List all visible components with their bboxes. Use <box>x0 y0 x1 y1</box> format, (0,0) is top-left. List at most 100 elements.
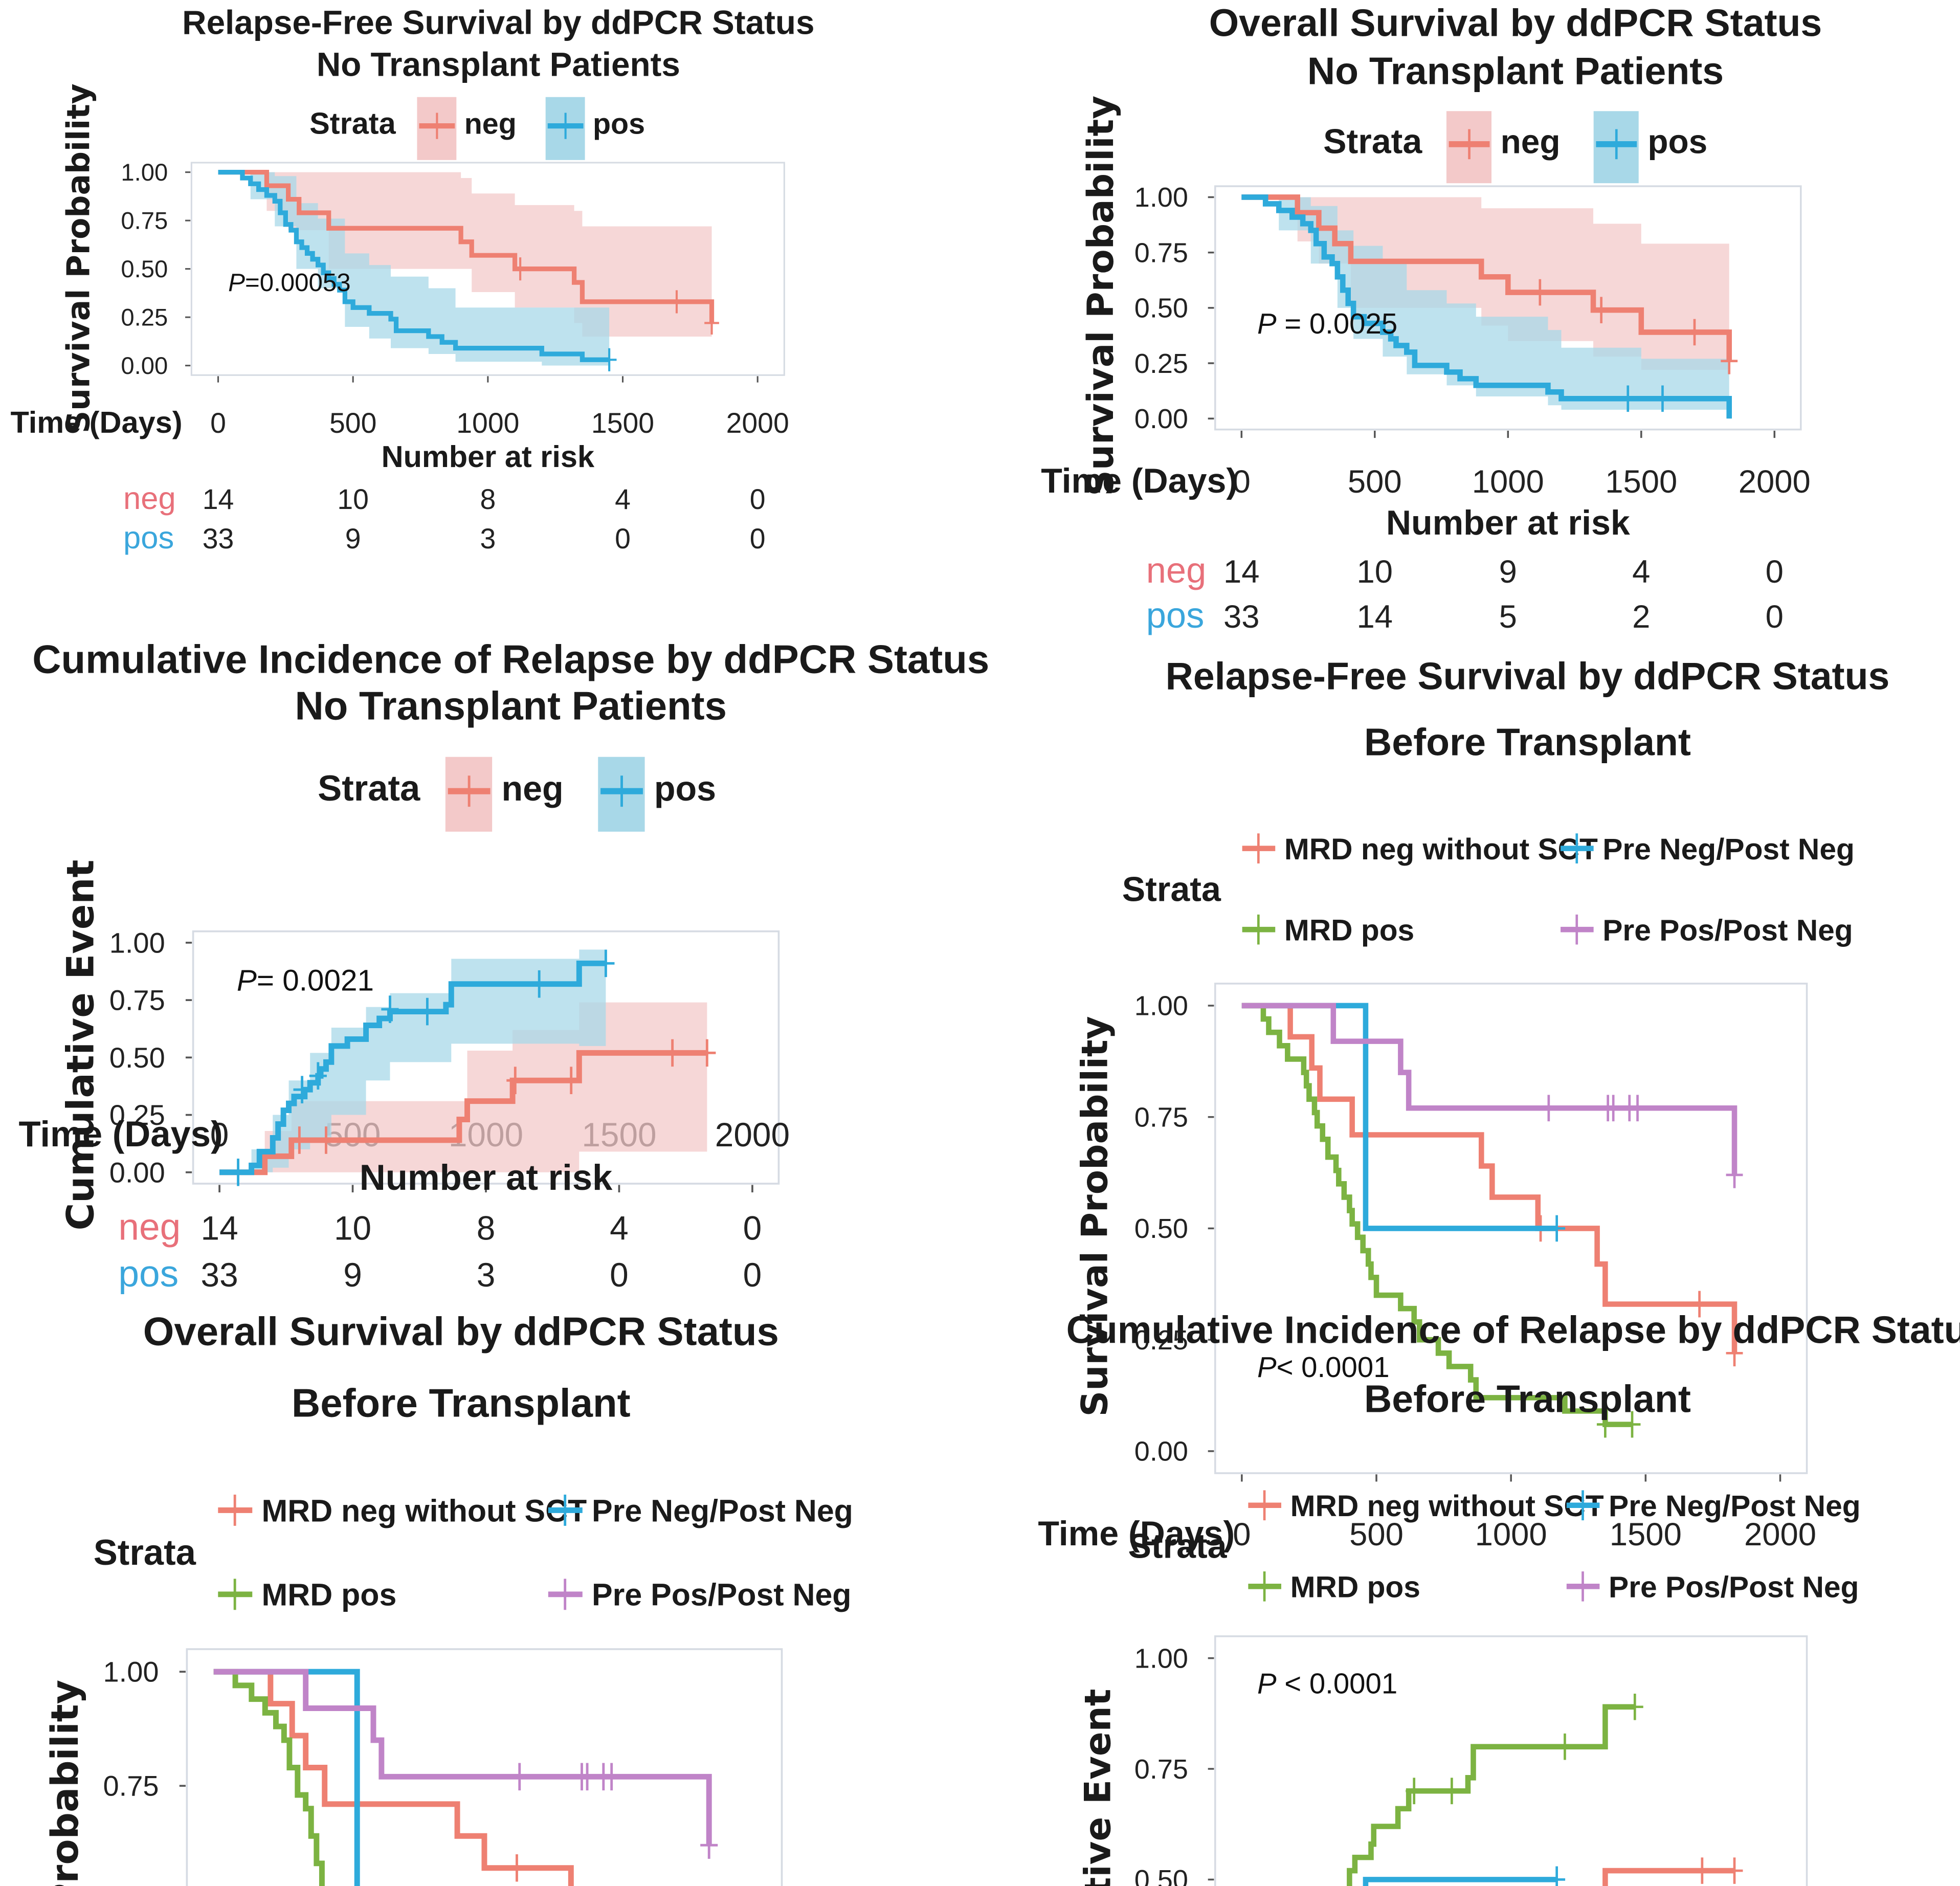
panel-os-before-transplant: Overall Survival by ddPCR Status Before T… <box>0 1289 972 1886</box>
risk-count: 0 <box>615 523 631 554</box>
x-tick-label: 1500 <box>591 407 654 439</box>
y-tick-label: 0.00 <box>1134 404 1188 434</box>
y-tick-label: 1.00 <box>109 926 165 959</box>
y-tick-label: 0.50 <box>109 1041 165 1074</box>
risk-count: 10 <box>334 1209 371 1247</box>
legend-title: Strata <box>1128 1527 1228 1566</box>
series-line-mrd-pos <box>213 1669 325 1886</box>
p-value-number: = 0.0021 <box>257 964 374 997</box>
chart-root: Cumulative Incidence of Relapse by ddPCR… <box>1066 1308 1960 1886</box>
y-tick-label: 0.50 <box>1134 1865 1188 1886</box>
risk-count: 3 <box>477 1256 496 1294</box>
y-tick-label: 0.50 <box>1134 293 1188 324</box>
risk-count: 0 <box>1766 599 1784 635</box>
risk-count: 9 <box>345 523 361 554</box>
series-line-pre-neg-post-neg <box>1363 1877 1557 1886</box>
chart-root: Cumulative Incidence of Relapse by ddPCR… <box>19 636 990 1295</box>
p-value-number: < 0.0001 <box>1277 1351 1390 1383</box>
x-tick-label: 2000 <box>1744 1517 1816 1552</box>
p-value: P< 0.0001 <box>1257 1351 1390 1383</box>
chart-root: Overall Survival by ddPCR Status Before T… <box>43 1309 853 1886</box>
chart-title-line: Before Transplant <box>1364 1378 1691 1421</box>
chart-rfs-before-transplant: Relapse-Free Survival by ddPCR Status Bef… <box>1038 654 1889 1552</box>
chart-rfs-no-transplant: Relapse-Free Survival by ddPCR Status No … <box>11 4 815 556</box>
chart-title-line: Cumulative Incidence of Relapse by ddPCR… <box>32 636 989 681</box>
series-line-neg <box>218 170 715 323</box>
x-tick-label: 500 <box>1349 1517 1404 1552</box>
p-value: P= 0.0021 <box>237 964 374 997</box>
series-line-mrd-pos <box>1241 1003 1633 1427</box>
risk-count: 4 <box>610 1209 629 1247</box>
x-tick-label: 500 <box>329 407 376 439</box>
p-value: P = 0.0025 <box>1257 307 1397 340</box>
chart-title-line: Before Transplant <box>1364 721 1691 764</box>
risk-count: 3 <box>480 523 496 554</box>
panel-cir-no-transplant: Cumulative Incidence of Relapse by ddPCR… <box>0 629 990 1295</box>
legend-label: MRD neg without SCT <box>262 1493 587 1528</box>
legend-label: MRD neg without SCT <box>1284 833 1598 866</box>
y-tick-label: 1.00 <box>103 1656 159 1688</box>
legend-label-pos: pos <box>654 769 716 808</box>
chart-title-line: Relapse-Free Survival by ddPCR Status <box>1166 654 1890 697</box>
risk-table-title: Number at risk <box>1386 503 1630 542</box>
chart-cir-before-transplant: Cumulative Incidence of Relapse by ddPCR… <box>1066 1308 1960 1886</box>
chart-root: Relapse-Free Survival by ddPCR Status No … <box>11 4 815 556</box>
risk-count: 33 <box>1223 599 1260 635</box>
chart-title-line: Cumulative Incidence of Relapse by ddPCR… <box>1066 1308 1960 1351</box>
chart-title-line: Overall Survival by ddPCR Status <box>1209 1 1822 44</box>
legend-label: MRD neg without SCT <box>1290 1490 1604 1523</box>
risk-count: 5 <box>1499 599 1517 635</box>
risk-count: 0 <box>750 523 766 554</box>
x-tick-label: 0 <box>1233 464 1251 500</box>
risk-row-label-neg: neg <box>1146 550 1207 590</box>
y-tick-label: 0.50 <box>121 255 168 282</box>
chart-cir-no-transplant: Cumulative Incidence of Relapse by ddPCR… <box>19 636 990 1295</box>
plot-frame <box>1214 1635 1808 1886</box>
y-tick-label: 1.00 <box>1134 991 1188 1022</box>
legend-label: Pre Neg/Post Neg <box>1609 1490 1861 1523</box>
series-line-mrd-neg-without-sct <box>213 1669 574 1886</box>
risk-count: 14 <box>1223 554 1260 590</box>
x-tick-label: 1000 <box>1475 1517 1547 1552</box>
chart-title-line: Overall Survival by ddPCR Status <box>143 1309 779 1354</box>
risk-count: 0 <box>743 1256 762 1294</box>
y-tick-label: 1.00 <box>121 159 168 186</box>
x-tick-label: 2000 <box>715 1116 790 1153</box>
legend-title: Strata <box>318 768 420 808</box>
x-tick-label: 1500 <box>1605 464 1677 500</box>
risk-count: 0 <box>1766 554 1784 590</box>
p-value-symbol: P <box>228 269 245 297</box>
risk-row-label-neg: neg <box>123 481 176 516</box>
y-tick-label: 0.00 <box>109 1156 165 1188</box>
risk-count: 10 <box>337 483 369 515</box>
legend-label: Pre Pos/Post Neg <box>1609 1570 1859 1604</box>
risk-count: 4 <box>615 483 631 515</box>
y-tick-label: 0.00 <box>121 352 168 379</box>
y-tick-label: 0.75 <box>1134 1102 1188 1133</box>
chart-title-line: Relapse-Free Survival by ddPCR Status <box>182 4 814 41</box>
legend-title: Strata <box>1323 122 1422 161</box>
legend-label: MRD pos <box>1290 1570 1420 1604</box>
p-value-symbol: P <box>1257 1351 1277 1383</box>
confidence-band-pos <box>218 172 610 366</box>
x-tick-label: 1500 <box>1610 1517 1682 1552</box>
risk-count: 9 <box>343 1256 362 1294</box>
series-line-mrd-neg-without-sct <box>1241 1003 1738 1354</box>
legend-title: Strata <box>309 106 396 141</box>
y-axis-title: Survival Probability <box>60 83 97 433</box>
chart-root: Relapse-Free Survival by ddPCR Status Bef… <box>1038 654 1889 1552</box>
y-tick-label: 0.75 <box>121 207 168 234</box>
legend-label-neg: neg <box>464 108 517 141</box>
y-tick-label: 0.25 <box>1134 1325 1188 1356</box>
y-axis-title: Cumulative Event <box>1077 1689 1119 1886</box>
risk-count: 8 <box>477 1209 496 1247</box>
y-axis-title: Survival Probability <box>43 1680 87 1886</box>
y-tick-label: 0.25 <box>121 304 168 331</box>
risk-row-label-pos: pos <box>118 1253 179 1295</box>
x-tick-label: 2000 <box>1739 464 1811 500</box>
x-tick-label: 500 <box>1348 464 1402 500</box>
panel-cir-before-transplant: Cumulative Incidence of Relapse by ddPCR… <box>1023 1289 1960 1886</box>
series-line-pos <box>218 170 610 362</box>
risk-count: 4 <box>1632 554 1650 590</box>
y-tick-label: 1.00 <box>1134 1643 1188 1674</box>
